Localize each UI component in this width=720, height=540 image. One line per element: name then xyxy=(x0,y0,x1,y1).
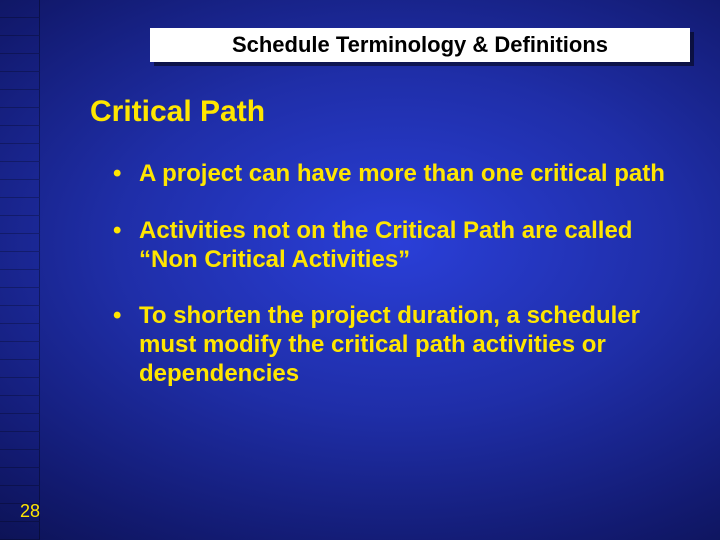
strip-cell xyxy=(0,216,40,234)
strip-cell xyxy=(0,378,40,396)
strip-cell xyxy=(0,18,40,36)
strip-cell xyxy=(0,144,40,162)
bullet-list: A project can have more than one critica… xyxy=(105,160,665,417)
slide-header: Schedule Terminology & Definitions xyxy=(150,28,690,62)
strip-cell xyxy=(0,468,40,486)
bullet-item: To shorten the project duration, a sched… xyxy=(105,302,665,388)
strip-cell xyxy=(0,342,40,360)
strip-cell xyxy=(0,360,40,378)
strip-cell xyxy=(0,180,40,198)
left-decorative-strip xyxy=(0,0,40,540)
strip-cell xyxy=(0,36,40,54)
strip-cell xyxy=(0,270,40,288)
strip-cell xyxy=(0,288,40,306)
slide: Schedule Terminology & Definitions Criti… xyxy=(0,0,720,540)
strip-cell xyxy=(0,108,40,126)
strip-cell xyxy=(0,126,40,144)
strip-cell xyxy=(0,72,40,90)
slide-subtitle: Critical Path xyxy=(90,95,265,129)
strip-cell xyxy=(0,234,40,252)
strip-cell xyxy=(0,54,40,72)
strip-cell xyxy=(0,162,40,180)
strip-cell xyxy=(0,414,40,432)
bullet-item: A project can have more than one critica… xyxy=(105,160,665,189)
strip-cell xyxy=(0,324,40,342)
page-number: 28 xyxy=(20,501,40,522)
bullet-item: Activities not on the Critical Path are … xyxy=(105,217,665,275)
strip-cell xyxy=(0,450,40,468)
strip-cell xyxy=(0,522,40,540)
strip-cell xyxy=(0,432,40,450)
strip-cell xyxy=(0,396,40,414)
strip-cell xyxy=(0,90,40,108)
strip-cell xyxy=(0,198,40,216)
strip-cell xyxy=(0,306,40,324)
strip-cell xyxy=(0,252,40,270)
strip-cell xyxy=(0,0,40,18)
